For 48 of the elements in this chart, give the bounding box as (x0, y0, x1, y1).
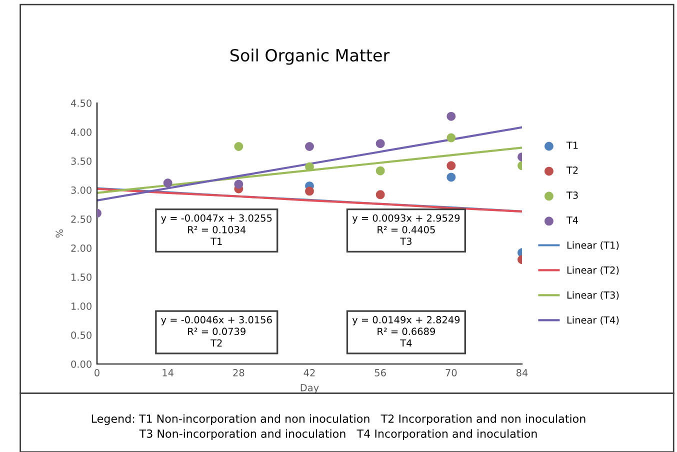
x-tick-label: 28 (233, 369, 244, 376)
x-axis-title: Day (300, 384, 319, 394)
legend-label: Linear (T2) (567, 266, 619, 275)
chart-title: Soil Organic Matter (230, 48, 390, 65)
point (305, 186, 314, 196)
y-tick-label: 4.00 (70, 128, 92, 136)
point (376, 166, 385, 176)
point (234, 142, 244, 151)
y-tick-label: 4.50 (70, 99, 92, 107)
legend-label: Linear (T1) (567, 241, 619, 250)
annotation: y = -0.0047x + 3.0255 R² = 0.1034 T1 (161, 214, 272, 245)
text: Legend: T1 Non-incorporation and non inoculation T2 Incorporation and non inoculation T3 Non-incorporation and inoculation T4 Incorporation and inoculation (92, 414, 586, 440)
y-tick-label: 0.00 (71, 360, 92, 368)
x-tick-label: 84 (516, 369, 528, 376)
point (376, 190, 385, 200)
y-tick-label: 3.00 (71, 186, 92, 194)
line-series (97, 126, 522, 202)
y-axis-title: % (56, 229, 64, 238)
x-tick-label: 70 (446, 369, 457, 376)
point (163, 178, 172, 188)
point (376, 139, 385, 148)
legend-label: Linear (T3) (567, 291, 619, 300)
y-tick-label: 2.50 (71, 215, 92, 223)
x-tick-label: 0 (94, 369, 100, 376)
x-tick-label: 56 (374, 369, 386, 376)
x-tick-label: 14 (162, 369, 174, 376)
y-tick-label: 0.50 (71, 331, 92, 339)
annotation: y = 0.0149x + 2.8249 R² = 0.6689 T4 (352, 316, 460, 347)
y-tick-label: 2.00 (71, 244, 92, 252)
legend-label: T1 (566, 142, 578, 149)
x-tick-label: 42 (304, 369, 315, 376)
line-series (97, 146, 522, 194)
legend-label: T4 (566, 216, 578, 224)
point (305, 142, 314, 151)
legend-label: Linear (T4) (567, 316, 619, 325)
point (446, 112, 456, 121)
annotation: y = -0.0046x + 3.0156 R² = 0.0739 T2 (161, 316, 272, 347)
point (446, 133, 456, 142)
point (305, 162, 314, 172)
point (446, 172, 456, 182)
legend-label: T2 (566, 166, 578, 174)
annotation: y = 0.0093x + 2.9529 R² = 0.4405 T3 (352, 214, 460, 245)
y-tick-label: 3.50 (71, 157, 92, 165)
point (234, 180, 244, 189)
y-tick-label: 1.00 (72, 302, 92, 310)
legend-label: T3 (566, 192, 578, 199)
point (446, 161, 456, 170)
y-tick-label: 1.50 (72, 273, 92, 281)
